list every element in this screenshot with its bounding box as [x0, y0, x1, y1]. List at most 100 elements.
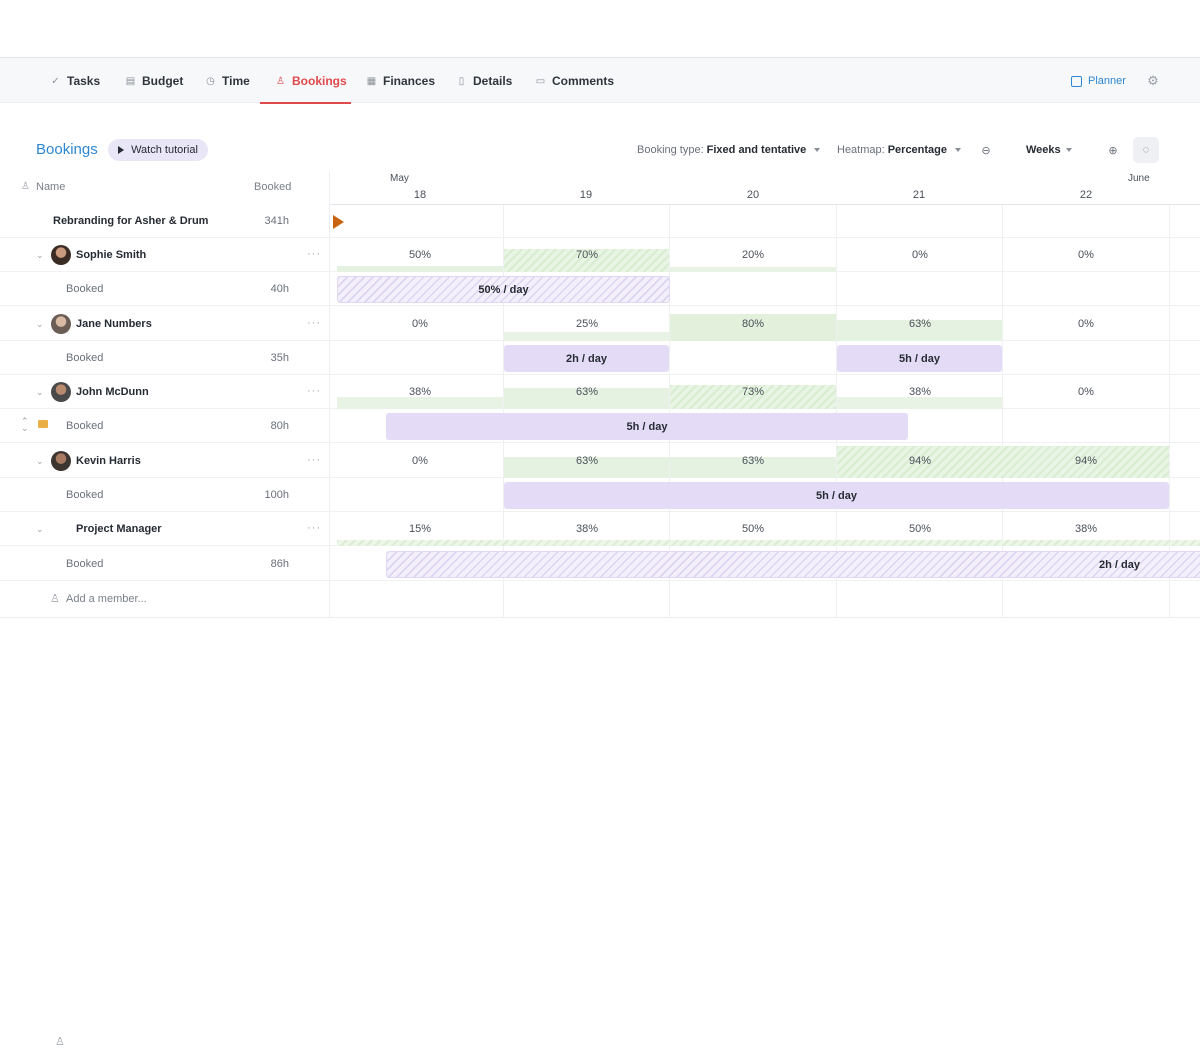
chevron-down-icon	[955, 148, 962, 152]
planner-label: Planner	[1088, 75, 1126, 87]
booking-type-value: Fixed and tentative	[706, 144, 807, 156]
avatar	[51, 382, 71, 402]
week-header: 22	[1079, 189, 1093, 201]
document-icon: ▯	[458, 75, 465, 87]
booking-bar[interactable]: 5h / day	[386, 413, 908, 440]
heatmap-value: 0%	[912, 249, 928, 261]
booked-label: Booked	[66, 283, 104, 295]
heatmap-value: 38%	[408, 386, 432, 398]
member-row[interactable]: ⌄ Sophie Smith ··· 50% 70% 20% 0% 0%	[0, 238, 1200, 272]
booking-bar[interactable]: 5h / day	[504, 482, 1169, 509]
more-options-icon[interactable]: ···	[307, 317, 321, 329]
add-member-link[interactable]: Add a member...	[66, 593, 147, 605]
heatmap-cell	[670, 457, 836, 478]
tab-time[interactable]: ◷ Time	[205, 58, 250, 104]
tab-bookings[interactable]: ♙ Bookings	[275, 58, 347, 104]
heatmap-value: 80%	[741, 318, 765, 330]
table-bottom-divider	[0, 617, 1200, 618]
booking-bar-label: 50% / day	[478, 283, 529, 296]
heatmap-value: 0%	[412, 455, 428, 467]
heatmap-value: 15%	[408, 523, 432, 535]
more-options-icon[interactable]: ···	[307, 454, 321, 466]
project-row[interactable]: ⌃ ⌄ Rebranding for Asher & Drum 341h	[0, 204, 1200, 433]
heatmap-value: 94%	[1074, 455, 1098, 467]
column-header-name[interactable]: Name	[36, 181, 66, 193]
booking-bar[interactable]: 2h / day	[504, 345, 669, 372]
member-row[interactable]: ⌄ Kevin Harris ··· 0% 63% 63% 94% 94%	[0, 444, 1200, 478]
booking-bar-label: 2h / day	[1099, 558, 1140, 571]
view-period-dropdown[interactable]: Weeks	[1026, 137, 1072, 163]
active-tab-indicator	[260, 102, 351, 104]
heatmap-value: 0%	[1078, 318, 1094, 330]
heatmap-value: 0%	[1078, 249, 1094, 261]
planner-link[interactable]: Planner	[1071, 58, 1126, 104]
budget-icon: ▤	[125, 75, 136, 87]
week-header: 18	[413, 189, 427, 201]
booked-hours: 35h	[270, 352, 289, 364]
tab-finances[interactable]: ▦ Finances	[366, 58, 435, 104]
expand-collapse-icon[interactable]: ⌃ ⌄	[21, 416, 29, 433]
heatmap-cell	[504, 332, 669, 341]
heatmap-value: 0%	[412, 318, 428, 330]
booking-bar-tentative[interactable]: 50% / day	[337, 276, 670, 303]
member-name: Project Manager	[76, 523, 162, 535]
person-placeholder-icon: ♙	[55, 1036, 65, 1048]
booking-bar-label: 2h / day	[566, 352, 607, 365]
tab-comments[interactable]: ▭ Comments	[535, 58, 614, 104]
tab-details[interactable]: ▯ Details	[456, 58, 513, 104]
more-options-icon[interactable]: ···	[307, 522, 321, 534]
chevron-down-icon	[1065, 148, 1072, 152]
booking-type-dropdown[interactable]: Booking type: Fixed and tentative	[637, 137, 821, 163]
heatmap-value: 70%	[575, 249, 599, 261]
heatmap-value: 20%	[741, 249, 765, 261]
play-icon	[118, 146, 125, 154]
more-options-icon[interactable]: ···	[307, 385, 321, 397]
gear-icon[interactable]: ⚙	[1147, 73, 1159, 88]
chevron-down-icon[interactable]: ⌄	[36, 456, 44, 466]
week-header: 20	[746, 189, 760, 201]
heatmap-value: 25%	[575, 318, 599, 330]
comment-icon: ▭	[535, 75, 546, 87]
chevron-down-icon[interactable]: ⌄	[36, 524, 44, 534]
folder-icon	[38, 420, 48, 428]
heatmap-cell	[670, 314, 836, 341]
chevron-down-icon[interactable]: ⌄	[36, 250, 44, 260]
month-label-may: May	[390, 173, 409, 184]
month-label-june: June	[1128, 173, 1150, 184]
heatmap-cell	[504, 388, 669, 409]
page-title: Bookings	[36, 141, 98, 158]
tab-details-label: Details	[473, 74, 513, 88]
tab-comments-label: Comments	[552, 74, 615, 88]
week-divider	[836, 204, 837, 617]
booking-bar[interactable]: 5h / day	[837, 345, 1002, 372]
heatmap-cell	[670, 267, 836, 272]
tab-budget[interactable]: ▤ Budget	[125, 58, 184, 104]
avatar	[51, 314, 71, 334]
heatmap-value: 63%	[908, 318, 932, 330]
booking-bar-label: 5h / day	[816, 489, 857, 502]
member-row[interactable]: ⌄ ♙ Project Manager ··· 15% 38% 50% 50% …	[0, 512, 1200, 1048]
heatmap-dropdown[interactable]: Heatmap: Percentage	[837, 137, 962, 163]
week-divider	[1169, 204, 1170, 617]
member-name: Kevin Harris	[76, 455, 141, 467]
watch-tutorial-button[interactable]: Watch tutorial	[108, 139, 208, 161]
zoom-out-icon[interactable]: ⊖	[981, 144, 991, 157]
chevron-down-icon	[814, 148, 821, 152]
more-options-icon[interactable]: ···	[307, 248, 321, 260]
chevron-down-icon[interactable]: ⌄	[36, 319, 44, 329]
zoom-in-icon[interactable]: ⊕	[1108, 144, 1118, 157]
heatmap-value: 50%	[908, 523, 932, 535]
week-header: 21	[912, 189, 926, 201]
chevron-down-icon[interactable]: ⌄	[36, 387, 44, 397]
member-row[interactable]: ⌄ Jane Numbers ··· 0% 25% 80% 63% 0%	[0, 307, 1200, 341]
booking-bar-tentative[interactable]: 2h / day	[386, 551, 1200, 578]
booked-hours: 100h	[264, 489, 289, 501]
booked-hours: 40h	[270, 283, 289, 295]
chat-icon[interactable]: ◌	[1133, 137, 1159, 163]
column-header-booked[interactable]: Booked	[254, 181, 292, 193]
heatmap-value: Percentage	[887, 144, 948, 156]
booking-bar-label: 5h / day	[899, 352, 940, 365]
member-row[interactable]: ⌄ John McDunn ··· 38% 63% 73% 38% 0%	[0, 375, 1200, 409]
tab-tasks[interactable]: ✓ Tasks	[50, 58, 100, 104]
view-period-value: Weeks	[1026, 144, 1061, 156]
